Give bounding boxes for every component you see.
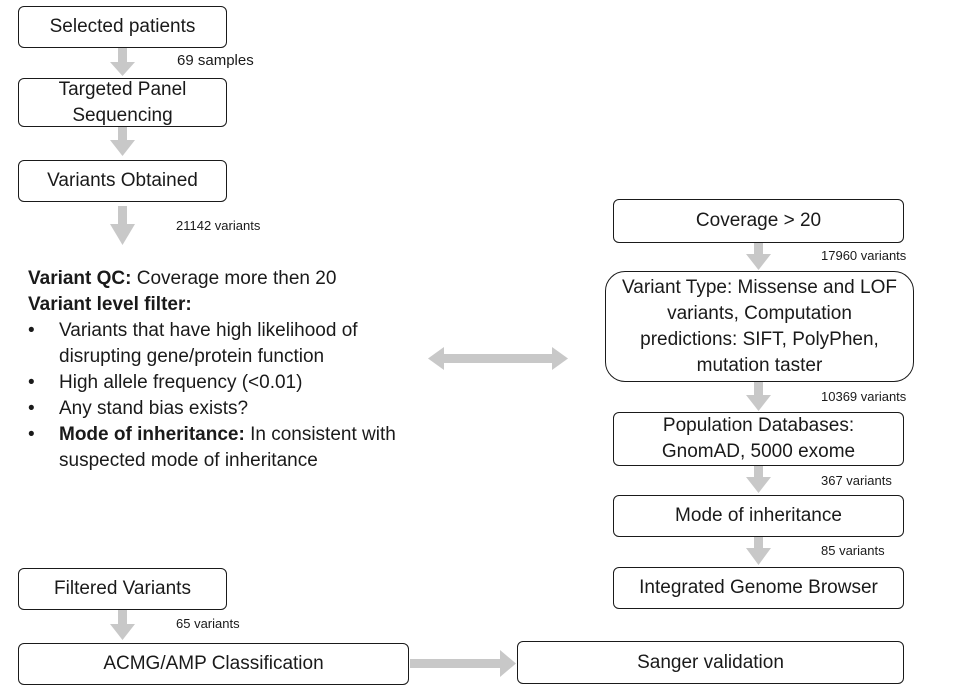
type-count: 10369 variants: [821, 389, 907, 404]
box-label: Mode of inheritance: [675, 505, 842, 526]
box-label: Integrated Genome Browser: [639, 577, 878, 598]
filter-bullet-2: High allele frequency (<0.01): [28, 370, 408, 396]
qc-label: Variant QC:: [28, 268, 132, 289]
filter-bullet-1: Variants that have high likelihood of di…: [28, 318, 408, 370]
box-sanger: Sanger validation: [517, 641, 904, 684]
box-population-db: Population Databases: GnomAD, 5000 exome: [613, 412, 904, 466]
arrow-down-r2: [746, 382, 771, 411]
qc-line: Variant QC: Coverage more then 20: [28, 266, 408, 292]
arrow-down-3: [110, 206, 135, 245]
filtered-count: 65 variants: [176, 616, 240, 631]
box-label: Filtered Variants: [54, 578, 191, 599]
qc-value: Coverage more then 20: [136, 268, 337, 289]
arrow-down-r1: [746, 243, 771, 270]
pop-count: 367 variants: [821, 473, 892, 488]
mode-count: 85 variants: [821, 543, 885, 558]
variants-count: 21142 variants: [176, 218, 261, 233]
double-arrow: [428, 347, 568, 370]
box-variants-obtained: Variants Obtained: [18, 160, 227, 202]
coverage-count: 17960 variants: [821, 248, 907, 263]
filter-list: Variants that have high likelihood of di…: [28, 318, 408, 474]
box-selected-patients: Selected patients: [18, 6, 227, 48]
box-coverage: Coverage > 20: [613, 199, 904, 243]
filter-bullet-4: Mode of inheritance: In consistent with …: [28, 422, 408, 474]
box-filtered-variants: Filtered Variants: [18, 568, 227, 610]
arrow-down-2: [110, 127, 135, 156]
arrow-down-r4: [746, 537, 771, 565]
box-label: Selected patients: [49, 16, 196, 37]
arrow-down-1: [110, 48, 135, 76]
box-igb: Integrated Genome Browser: [613, 567, 904, 609]
box-label: ACMG/AMP Classification: [103, 653, 324, 674]
box-label: Targeted Panel Sequencing: [58, 78, 187, 126]
box-label: Sanger validation: [637, 651, 784, 673]
box-acmg: ACMG/AMP Classification: [18, 643, 409, 685]
level-label: Variant level filter:: [28, 294, 192, 315]
box-label: Population Databases: GnomAD, 5000 exome: [661, 415, 856, 462]
box-label: Coverage > 20: [695, 210, 822, 231]
box-targeted-panel: Targeted Panel Sequencing: [18, 78, 227, 127]
level-line: Variant level filter:: [28, 292, 408, 318]
box-label: Variant Type: Missense and LOF variants,…: [622, 276, 897, 376]
filter-bullet-3: Any stand bias exists?: [28, 396, 408, 422]
arrow-down-4: [110, 610, 135, 640]
box-mode-inheritance: Mode of inheritance: [613, 495, 904, 537]
arrow-right: [410, 650, 516, 677]
bullet-4-value: In consistent with suspected mode of inh…: [59, 424, 396, 471]
bullet-4-label: Mode of inheritance:: [59, 424, 245, 445]
box-label: Variants Obtained: [47, 170, 198, 191]
box-variant-type: Variant Type: Missense and LOF variants,…: [605, 271, 914, 382]
samples-count: 69 samples: [177, 52, 254, 69]
filter-description: Variant QC: Coverage more then 20 Varian…: [28, 266, 408, 474]
arrow-down-r3: [746, 466, 771, 493]
